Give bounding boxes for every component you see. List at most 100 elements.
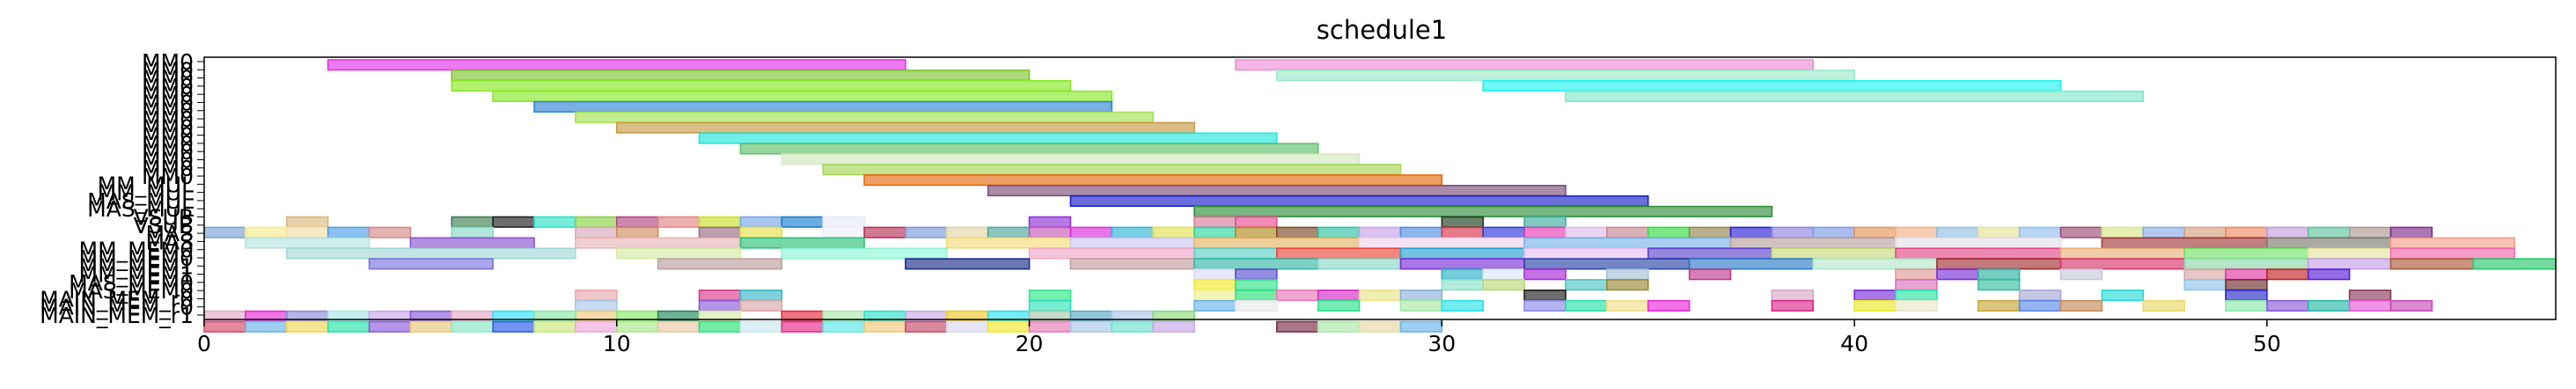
y-tick-label: MAS	[145, 221, 194, 246]
gantt-bar	[905, 226, 948, 239]
gantt-bar	[945, 237, 1072, 249]
y-tick-label: MM_MUL	[98, 172, 194, 197]
gantt-bar	[1111, 320, 1154, 333]
gantt-bar	[2266, 268, 2309, 281]
gantt-bar	[1895, 226, 1938, 239]
gantt-bar	[2307, 258, 2392, 270]
gantt-bar	[1028, 299, 1072, 312]
gantt-bar	[1482, 279, 1525, 291]
gantt-bar	[327, 59, 906, 71]
gantt-bar	[285, 216, 329, 228]
gantt-bar	[1606, 279, 1649, 291]
gantt-bar	[2266, 237, 2392, 249]
gantt-bar	[615, 121, 1195, 134]
y-tick-label: MAS_MEM0	[69, 278, 194, 304]
gantt-bar	[822, 226, 865, 239]
gantt-bar	[2142, 299, 2185, 312]
gantt-bar	[1895, 237, 2062, 249]
gantt-bar	[987, 185, 1567, 197]
gantt-bar	[1523, 289, 1567, 302]
y-tick-label: MM0	[142, 131, 194, 157]
gantt-bar	[1853, 226, 1897, 239]
gantt-bar	[2307, 247, 2392, 260]
y-tick-label: MM0	[142, 66, 194, 92]
gantt-bar	[2389, 247, 2515, 260]
y-tick-label: MM0	[142, 114, 194, 140]
y-tick-label: MAS_MUL	[87, 196, 194, 222]
gantt-bar	[657, 258, 783, 270]
gantt-bar	[1895, 289, 1938, 302]
gantt-bar	[1523, 299, 1567, 312]
gantt-bar	[1193, 237, 1361, 249]
y-tick-label: MM0	[142, 139, 194, 165]
gantt-bar	[409, 237, 535, 249]
y-tick-label: MM0	[142, 82, 194, 107]
gantt-bar	[2018, 289, 2062, 302]
gantt-bar	[781, 247, 948, 260]
gantt-bar	[1028, 226, 1072, 239]
y-tick-label: MAIN_MEM_r0	[40, 295, 194, 320]
gantt-bar	[1235, 279, 1278, 291]
chart-title: schedule1	[1317, 15, 1447, 45]
gantt-bar	[1276, 289, 1319, 302]
gantt-bar	[698, 216, 742, 228]
gantt-bar	[2389, 237, 2515, 249]
gantt-bar	[615, 247, 742, 260]
gantt-bar	[1069, 194, 1649, 207]
y-tick-label: MAIN_MEM_r1	[40, 303, 194, 328]
gantt-bar	[245, 320, 288, 333]
gantt-bar	[1936, 268, 1979, 281]
gantt-bar	[2307, 226, 2351, 239]
gantt-bar	[2059, 226, 2103, 239]
gantt-bar	[1317, 258, 1402, 270]
gantt-bar	[1069, 237, 1195, 249]
gantt-bar	[698, 299, 742, 312]
y-tick-label: MM0	[142, 147, 194, 172]
gantt-bar	[1069, 258, 1195, 270]
gantt-bar	[1895, 299, 1938, 312]
gantt-bar	[2225, 268, 2268, 281]
gantt-bar	[2059, 299, 2103, 312]
y-tick-label: MM0	[142, 164, 194, 189]
gantt-bar	[1647, 226, 1691, 239]
gantt-bar	[1647, 299, 1691, 312]
y-tick-label: MM_MUL	[98, 180, 194, 206]
gantt-bar	[1358, 320, 1402, 333]
x-tick-label: 30	[1427, 331, 1456, 356]
gantt-bar	[1565, 90, 2145, 102]
gantt-bar	[1358, 226, 1402, 239]
x-tick-label: 50	[2253, 331, 2281, 356]
gantt-bar	[1193, 226, 1237, 239]
y-tick-label: MM0	[142, 90, 194, 115]
gantt-bar	[1193, 247, 1278, 260]
gantt-bar	[451, 216, 494, 228]
y-tick-label: MM0	[142, 74, 194, 99]
gantt-bar	[657, 320, 701, 333]
gantt-bar	[285, 247, 576, 260]
gantt-bar	[285, 320, 329, 333]
gantt-bar	[1977, 226, 2021, 239]
gantt-bar	[905, 320, 948, 333]
gantt-bar	[1771, 299, 1815, 312]
y-tick-label: MM_MEM1	[79, 262, 194, 288]
gantt-bar	[1688, 258, 1815, 270]
y-tick-label: MM0	[142, 57, 194, 83]
gantt-bar	[781, 320, 824, 333]
bar-layer	[203, 59, 2557, 333]
gantt-bar	[1565, 279, 1608, 291]
gantt-bar	[1647, 247, 1773, 260]
y-tick-label: MM_MEM0	[79, 246, 194, 271]
y-tick-label: VSUB	[134, 205, 194, 231]
gantt-bar	[1235, 59, 1815, 71]
gantt-bar	[2101, 226, 2145, 239]
gantt-bar	[575, 216, 618, 228]
y-tick-label: MAS_MUL	[87, 188, 194, 214]
gantt-bar	[1606, 299, 1649, 312]
y-tick-label: MAIN_MEM_r0	[40, 286, 194, 312]
gantt-bar	[2059, 258, 2185, 270]
gantt-bar	[945, 320, 989, 333]
gantt-bar	[945, 226, 989, 239]
gantt-bar	[533, 216, 576, 228]
gantt-bar	[327, 320, 371, 333]
gantt-bar	[533, 320, 576, 333]
